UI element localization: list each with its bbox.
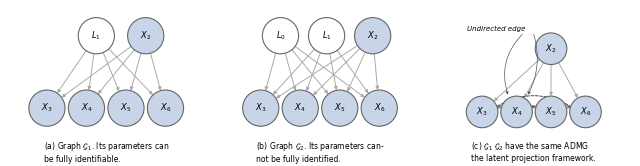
Circle shape [467,96,498,128]
Circle shape [108,90,144,126]
Text: $X_5$: $X_5$ [334,102,346,114]
Text: $X_2$: $X_2$ [367,29,378,42]
Circle shape [127,18,164,54]
Circle shape [355,18,391,54]
Circle shape [29,90,65,126]
Text: $X_2$: $X_2$ [545,42,557,55]
Text: (a) Graph $\mathcal{G}_1$. Its parameters can
be fully identifiable.: (a) Graph $\mathcal{G}_1$. Its parameter… [44,140,169,164]
Circle shape [322,90,358,126]
Text: Undirected edge: Undirected edge [467,26,525,32]
Circle shape [282,90,318,126]
Circle shape [147,90,184,126]
Text: $X_6$: $X_6$ [580,106,591,118]
Text: $L_0$: $L_0$ [275,29,285,42]
Text: $X_4$: $X_4$ [294,102,306,114]
Circle shape [243,90,279,126]
Circle shape [570,96,602,128]
Circle shape [535,33,567,65]
Circle shape [262,18,299,54]
Text: $X_3$: $X_3$ [41,102,52,114]
Text: $X_4$: $X_4$ [511,106,522,118]
Text: $L_1$: $L_1$ [92,29,101,42]
Text: $X_3$: $X_3$ [476,106,488,118]
Text: $X_6$: $X_6$ [160,102,171,114]
Text: $X_5$: $X_5$ [120,102,132,114]
Text: $X_5$: $X_5$ [545,106,557,118]
Circle shape [500,96,532,128]
Text: $X_4$: $X_4$ [81,102,92,114]
Circle shape [308,18,345,54]
Text: $X_3$: $X_3$ [255,102,266,114]
Circle shape [361,90,397,126]
Text: $X_2$: $X_2$ [140,29,151,42]
Circle shape [68,90,104,126]
Circle shape [78,18,115,54]
Text: $L_1$: $L_1$ [322,29,332,42]
Circle shape [535,96,567,128]
Text: (c) $\mathcal{G}_1$ $\mathcal{G}_2$ have the same ADMG
the latent projection fra: (c) $\mathcal{G}_1$ $\mathcal{G}_2$ have… [472,140,596,163]
Text: (b) Graph $\mathcal{G}_2$. Its parameters can-
not be fully identified.: (b) Graph $\mathcal{G}_2$. Its parameter… [256,140,384,164]
Text: $X_6$: $X_6$ [374,102,385,114]
